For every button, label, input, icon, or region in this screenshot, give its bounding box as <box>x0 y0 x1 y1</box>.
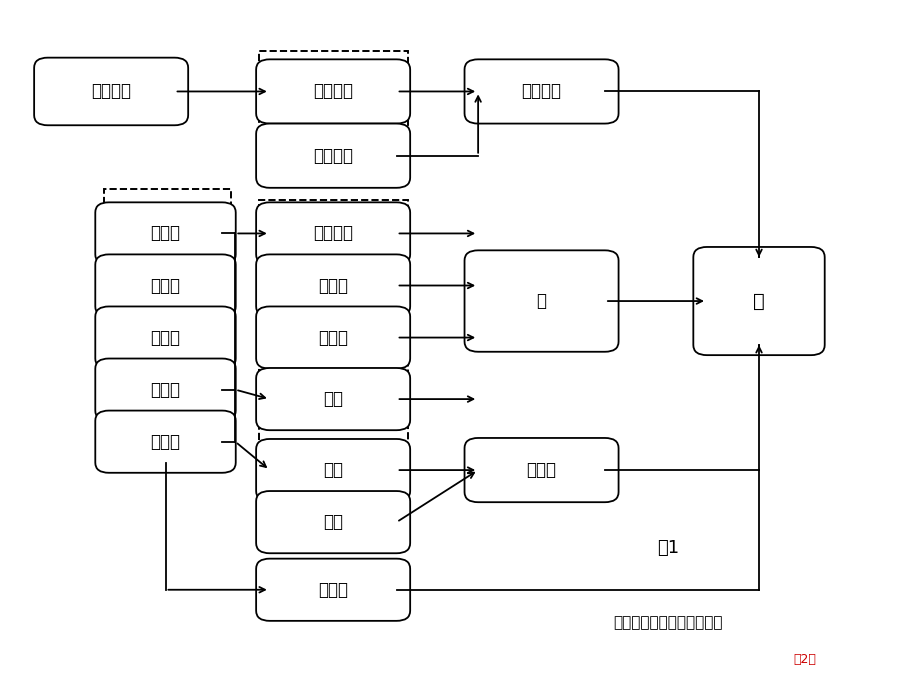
FancyBboxPatch shape <box>255 439 410 501</box>
Text: 生物质: 生物质 <box>526 461 556 479</box>
FancyBboxPatch shape <box>96 306 235 368</box>
Text: 核　能: 核 能 <box>151 433 180 451</box>
Text: 电解: 电解 <box>323 390 343 408</box>
Bar <box>258 423 408 548</box>
FancyBboxPatch shape <box>255 202 410 264</box>
Text: 地热能: 地热能 <box>151 328 180 346</box>
Text: 蒸汽重整: 蒸汽重整 <box>312 83 353 101</box>
Text: 图1: 图1 <box>657 539 679 557</box>
Bar <box>104 189 231 462</box>
Text: 光电化学: 光电化学 <box>312 224 353 242</box>
Text: 生物法: 生物法 <box>318 328 347 346</box>
Bar <box>258 199 408 372</box>
Text: 化石燃料: 化石燃料 <box>91 83 131 101</box>
Text: 气化: 气化 <box>323 461 343 479</box>
FancyBboxPatch shape <box>96 202 235 264</box>
FancyBboxPatch shape <box>464 438 618 502</box>
Text: 太阳能: 太阳能 <box>151 224 180 242</box>
FancyBboxPatch shape <box>693 247 823 355</box>
FancyBboxPatch shape <box>255 368 410 430</box>
Text: 热化学: 热化学 <box>318 581 347 599</box>
FancyBboxPatch shape <box>255 306 410 368</box>
Text: 摘自文件氢能源研究与发展: 摘自文件氢能源研究与发展 <box>613 615 722 630</box>
FancyBboxPatch shape <box>464 59 618 124</box>
FancyBboxPatch shape <box>96 359 235 421</box>
FancyBboxPatch shape <box>255 491 410 553</box>
Bar <box>258 51 408 183</box>
Text: 热解: 热解 <box>323 513 343 531</box>
FancyBboxPatch shape <box>255 124 410 188</box>
FancyBboxPatch shape <box>96 255 235 317</box>
Text: 风　能: 风 能 <box>151 277 180 295</box>
FancyBboxPatch shape <box>255 559 410 621</box>
Text: 海洋能: 海洋能 <box>151 381 180 399</box>
Text: 氢: 氢 <box>753 292 764 310</box>
Text: 化石燃料: 化石燃料 <box>521 83 561 101</box>
Text: 部分氧化: 部分氧化 <box>312 147 353 165</box>
FancyBboxPatch shape <box>255 255 410 317</box>
FancyBboxPatch shape <box>464 250 618 352</box>
FancyBboxPatch shape <box>255 59 410 124</box>
FancyBboxPatch shape <box>34 58 188 126</box>
Text: 光催化: 光催化 <box>318 277 347 295</box>
FancyBboxPatch shape <box>96 411 235 473</box>
Text: 第2页: 第2页 <box>792 653 815 666</box>
Text: 水: 水 <box>536 292 546 310</box>
